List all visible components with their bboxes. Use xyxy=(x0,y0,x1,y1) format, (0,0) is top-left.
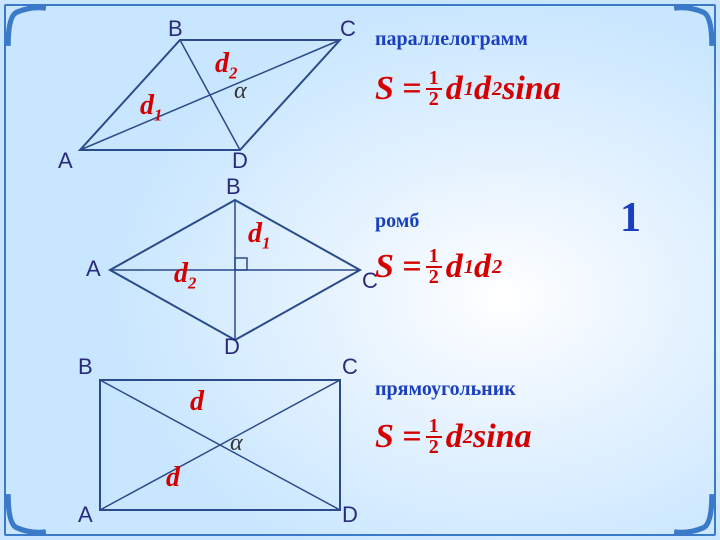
rhombus-text: ромб S = 12 d1d2 xyxy=(375,210,502,287)
rectangle-formula: S = 12 d2 sina xyxy=(375,417,532,457)
parallelogram-text: параллелограмм S = 12 d1d2 sina xyxy=(375,28,561,109)
rectangle-figure: A B C D d d α xyxy=(70,360,380,530)
section-rhombus: A B C D d1 d2 ромб S = 12 d1d2 1 xyxy=(0,190,720,360)
diag-label-d2: d2 xyxy=(174,258,196,294)
rectangle-text: прямоугольник S = 12 d2 sina xyxy=(375,378,532,457)
diag-label-d1: d1 xyxy=(140,90,162,126)
vertex-B: B xyxy=(168,16,183,42)
vertex-A: A xyxy=(58,148,73,174)
slide-content: A B C D d1 d2 α параллелограмм S = 12 d1… xyxy=(0,0,720,540)
diag-label-d: d xyxy=(190,386,204,418)
vertex-D: D xyxy=(232,148,248,174)
section-rectangle: A B C D d d α прямоугольник S = 12 d2 si… xyxy=(0,360,720,530)
angle-alpha: α xyxy=(230,430,243,457)
rhombus-title: ромб xyxy=(375,210,502,233)
vertex-D: D xyxy=(224,334,240,360)
parallelogram-figure: A B C D d1 d2 α xyxy=(20,20,370,185)
diag-label-d1: d1 xyxy=(248,218,270,254)
vertex-C: C xyxy=(342,354,358,380)
vertex-A: A xyxy=(78,502,93,528)
vertex-A: A xyxy=(86,256,101,282)
rectangle-title: прямоугольник xyxy=(375,378,532,401)
section-parallelogram: A B C D d1 d2 α параллелограмм S = 12 d1… xyxy=(0,20,720,190)
vertex-B: B xyxy=(226,174,241,200)
vertex-B: B xyxy=(78,354,93,380)
diag-label-d2: d xyxy=(166,462,180,494)
parallelogram-formula: S = 12 d1d2 sina xyxy=(375,69,561,109)
vertex-D: D xyxy=(342,502,358,528)
parallelogram-title: параллелограмм xyxy=(375,28,561,51)
rhombus-figure: A B C D d1 d2 xyxy=(80,190,390,360)
rhombus-formula: S = 12 d1d2 xyxy=(375,247,502,287)
angle-alpha: α xyxy=(234,78,247,105)
big-number: 1 xyxy=(620,194,641,242)
vertex-C: C xyxy=(340,16,356,42)
